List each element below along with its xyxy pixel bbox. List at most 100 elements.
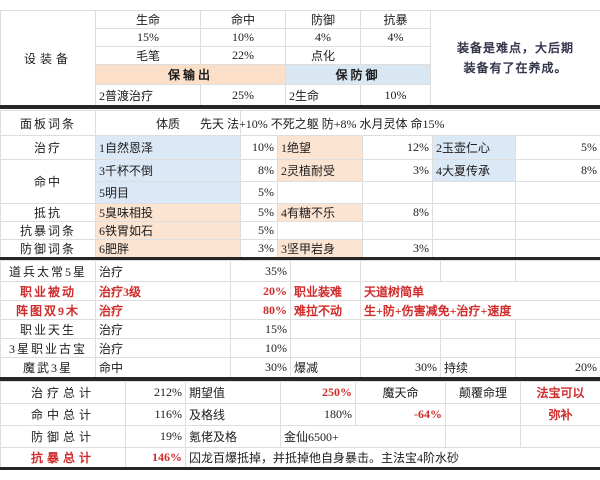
table-row: 防御词条 6肥胖 3% 3坚甲岩身 3% xyxy=(0,239,600,258)
cell-empty xyxy=(290,260,361,282)
table-row: 2普渡治疗 25% 2生命 10% xyxy=(1,84,600,106)
row-label-heal: 治疗 xyxy=(0,135,96,160)
entry-value: 8% xyxy=(362,203,433,222)
source-value: 30% xyxy=(230,357,291,378)
totals-section-table: 治疗总计 212% 期望值 250% 魔天命 颠覆命理 法宝可以 命中总计 11… xyxy=(0,381,600,468)
row-label-mowu: 魔武3星 xyxy=(0,357,96,378)
source-value: 80% xyxy=(230,300,291,320)
total-tag: 期望值 xyxy=(185,381,281,404)
thick-divider xyxy=(0,105,600,109)
source-stat: 治疗 xyxy=(95,260,231,282)
table-row: 抵抗 5臭味相投 5% 4有糖不乐 8% xyxy=(0,203,600,222)
entry-value: 3% xyxy=(362,159,433,182)
table-row: 道兵太常5星 治疗 35% xyxy=(0,260,600,282)
entry-name: 4有糖不乐 xyxy=(277,203,363,222)
source-note: 天道树简单 xyxy=(360,281,600,301)
row-label-class-innate: 职业天生 xyxy=(0,319,96,339)
thick-divider xyxy=(0,257,600,260)
cell-empty xyxy=(445,403,521,426)
total-note: 魔天命 xyxy=(355,381,446,404)
sources-section-table: 道兵太常5星 治疗 35% 职业被动 治疗3级 20% 职业装难 天道树简单 阵… xyxy=(0,260,600,378)
table-row: 防御总计 19% 氪佬及格 金仙6500+ xyxy=(0,425,600,448)
table-row: 阵图双9木 治疗 80% 难拉不动 生+防+伤害减免+治疗+速度 xyxy=(0,300,600,320)
crit-resist-percent: 4% xyxy=(360,28,431,47)
table-row: 命中 3千杯不倒 8% 2灵植耐受 3% 4大夏传承 8% xyxy=(0,159,600,204)
total-note: -64% xyxy=(355,403,446,426)
cell-hp2-percent: 10% xyxy=(360,84,431,106)
source-extra: 爆减 xyxy=(290,357,361,378)
cell-brush: 毛笔 xyxy=(95,46,201,65)
cell-empty xyxy=(277,181,363,204)
source-stat: 治疗 xyxy=(95,319,231,339)
total-note: 弥补 xyxy=(520,403,600,426)
row-label-class-passive: 职业被动 xyxy=(0,281,96,301)
entry-name: 5明目 xyxy=(95,181,241,204)
band-keep-output: 保输出 xyxy=(95,64,286,85)
row-label-panel-entries: 面板词条 xyxy=(0,110,96,136)
total-target: 180% xyxy=(280,403,356,426)
total-target: 金仙6500+ xyxy=(280,425,446,448)
source-note: 生+防+伤害减免+治疗+速度 xyxy=(360,300,600,320)
entry-value: 8% xyxy=(240,159,278,182)
entry-name: 4大夏传承 xyxy=(432,159,516,182)
innate-note-text: 先天 法+10% 不死之躯 防+8% 水月灵体 命15% xyxy=(200,116,445,131)
cell-empty xyxy=(515,319,600,339)
thick-divider xyxy=(0,467,600,470)
source-value: 35% xyxy=(230,260,291,282)
row-label-class-relic: 3星职业古宝 xyxy=(0,338,96,358)
cell-empty xyxy=(360,46,431,65)
row-label-crit-resist-total: 抗暴总计 xyxy=(0,447,126,468)
cell-empty xyxy=(360,338,441,358)
row-label-hit-total: 命中总计 xyxy=(0,403,126,426)
total-value: 146% xyxy=(125,447,186,468)
total-target: 250% xyxy=(280,381,356,404)
source-note: 职业装难 xyxy=(290,281,361,301)
entry-value: 10% xyxy=(240,135,278,160)
cell-empty xyxy=(432,181,516,204)
row-label-heal-total: 治疗总计 xyxy=(0,381,126,404)
note-line-2: 装备有了在养成。 xyxy=(463,61,568,75)
total-tag: 囚龙百爆抵掉，并抵掉他自身暴击。主法宝4阶水砂 xyxy=(185,447,600,468)
total-note: 法宝可以 xyxy=(520,381,600,404)
cell-empty xyxy=(360,319,441,339)
row-label-crit-resist-entries: 抗暴词条 xyxy=(0,221,96,240)
cell-empty xyxy=(290,319,361,339)
cell-empty xyxy=(445,425,521,448)
panel-section-table: 面板词条 体质 先天 法+10% 不死之躯 防+8% 水月灵体 命15% 治疗 … xyxy=(0,110,600,258)
cell-constitution: 体质 xyxy=(95,110,241,136)
entry-name: 1绝望 xyxy=(277,135,363,160)
band-keep-defense: 保防御 xyxy=(285,64,431,85)
row-label-equip: 设装备 xyxy=(0,10,96,106)
row-label-defense-total: 防御总计 xyxy=(0,425,126,448)
cell-empty xyxy=(514,221,600,240)
source-value: 15% xyxy=(230,319,291,339)
hp-percent: 15% xyxy=(95,28,201,47)
table-row: 治疗总计 212% 期望值 250% 魔天命 颠覆命理 法宝可以 xyxy=(0,381,600,404)
entry-value: 3% xyxy=(362,239,433,258)
entry-value: 5% xyxy=(514,135,600,160)
equip-section-table: 设装备 生命 命中 防御 抗暴 装备是难点，大后期 装备有了在养成。 15% 1… xyxy=(0,10,600,106)
cell-dianhua: 点化 xyxy=(285,46,361,65)
cell-empty xyxy=(515,260,600,282)
cell-empty xyxy=(515,338,600,358)
table-row: 命中总计 116% 及格线 180% -64% 弥补 xyxy=(0,403,600,426)
row-label-hit: 命中 xyxy=(0,159,96,204)
cell-empty xyxy=(514,203,600,222)
cell-empty xyxy=(432,239,516,258)
source-extra-value: 20% xyxy=(515,357,600,378)
entry-name: 3千杯不倒 xyxy=(95,159,241,182)
table-row: 面板词条 体质 先天 法+10% 不死之躯 防+8% 水月灵体 命15% xyxy=(0,110,600,136)
source-stat: 治疗 xyxy=(95,338,231,358)
innate-note: 先天 法+10% 不死之躯 防+8% 水月灵体 命15% xyxy=(200,110,600,136)
total-value: 19% xyxy=(125,425,186,448)
entry-value: 12% xyxy=(362,135,433,160)
row-label-resist: 抵抗 xyxy=(0,203,96,222)
row-label-defense-entries: 防御词条 xyxy=(0,239,96,258)
entry-name: 1自然恩泽 xyxy=(95,135,241,160)
total-value: 116% xyxy=(125,403,186,426)
source-value: 10% xyxy=(230,338,291,358)
table-row: 职业被动 治疗3级 20% 职业装难 天道树简单 xyxy=(0,281,600,301)
entry-value: 5% xyxy=(240,203,278,222)
cell-empty xyxy=(290,338,361,358)
